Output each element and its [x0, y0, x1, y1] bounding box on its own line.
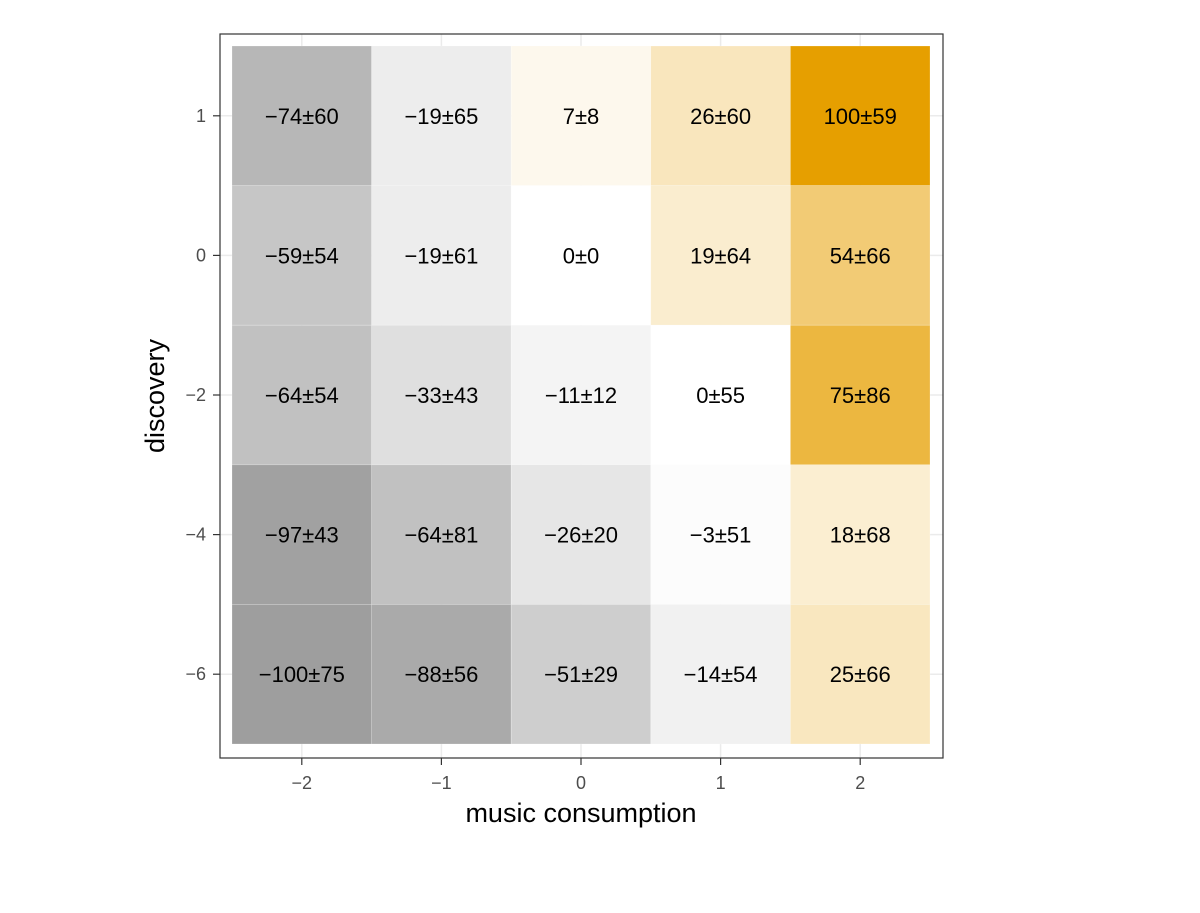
- y-axis-title: discovery: [140, 338, 170, 453]
- x-tick-label: 2: [855, 773, 865, 793]
- y-tick-label: −2: [185, 385, 206, 405]
- cell-value-label: −100±75: [259, 662, 345, 687]
- cell-value-label: 0±0: [563, 243, 600, 268]
- heatmap-cells: −74±60 −19±65 7±8 26±60 100±59 −59±54 −19±61 0±…: [231, 45, 931, 745]
- heatmap-cell: [790, 324, 931, 466]
- cell-value-label: −19±61: [404, 243, 478, 268]
- heatmap-cell: [650, 45, 791, 186]
- cell-value-label: −19±65: [404, 104, 478, 129]
- y-tick-label: 0: [196, 245, 206, 265]
- cell-value-label: 7±8: [563, 104, 600, 129]
- x-axis: −2 −1 0 1 2: [292, 758, 865, 793]
- cell-value-label: −14±54: [684, 662, 758, 687]
- cell-value-label: 100±59: [824, 104, 897, 129]
- y-tick-label: −4: [185, 525, 206, 545]
- y-axis: 1 0 −2 −4 −6: [185, 106, 220, 684]
- heatmap-cell: [510, 464, 652, 605]
- heatmap-cell: [790, 604, 931, 745]
- x-tick-label: 1: [716, 773, 726, 793]
- heatmap-cell: [371, 185, 512, 326]
- heatmap-cell: [510, 324, 652, 466]
- y-tick-label: 1: [196, 106, 206, 126]
- cell-value-label: −64±81: [404, 523, 478, 548]
- cell-value-label: 19±64: [690, 243, 751, 268]
- y-tick-label: −6: [185, 664, 206, 684]
- heatmap-cell: [371, 604, 512, 745]
- heatmap-cell: [231, 324, 372, 466]
- x-tick-label: −2: [292, 773, 313, 793]
- x-axis-title: music consumption: [465, 798, 696, 828]
- heatmap-cell: [510, 604, 652, 745]
- heatmap-cell: [790, 185, 931, 326]
- heatmap-cell: [650, 324, 791, 466]
- cell-value-label: 54±66: [830, 243, 891, 268]
- heatmap-cell: [371, 45, 512, 186]
- heatmap-cell: [650, 604, 791, 745]
- cell-value-label: −33±43: [404, 383, 478, 408]
- heatmap-cell: [231, 604, 372, 745]
- cell-value-label: −74±60: [265, 104, 339, 129]
- heatmap-cell: [790, 45, 931, 186]
- heatmap-cell: [231, 45, 372, 186]
- cell-value-label: 25±66: [830, 662, 891, 687]
- cell-value-label: 0±55: [696, 383, 745, 408]
- heatmap-cell: [790, 464, 931, 605]
- heatmap-cell: [231, 185, 372, 326]
- cell-value-label: −26±20: [544, 523, 618, 548]
- cell-value-label: −51±29: [544, 662, 618, 687]
- cell-value-label: 26±60: [690, 104, 751, 129]
- heatmap-cell: [371, 324, 512, 466]
- cell-value-label: −64±54: [265, 383, 339, 408]
- cell-value-label: −97±43: [265, 523, 339, 548]
- heatmap-cell: [650, 464, 791, 605]
- x-tick-label: 0: [576, 773, 586, 793]
- cell-value-label: −88±56: [404, 662, 478, 687]
- heatmap-cell: [510, 185, 652, 326]
- x-tick-label: −1: [431, 773, 452, 793]
- heatmap-cell: [650, 185, 791, 326]
- cell-value-label: −3±51: [690, 523, 752, 548]
- cell-value-label: 18±68: [830, 523, 891, 548]
- cell-value-label: −11±12: [545, 383, 617, 408]
- heatmap-cell: [231, 464, 372, 605]
- cell-value-label: −59±54: [265, 243, 339, 268]
- cell-value-label: 75±86: [830, 383, 891, 408]
